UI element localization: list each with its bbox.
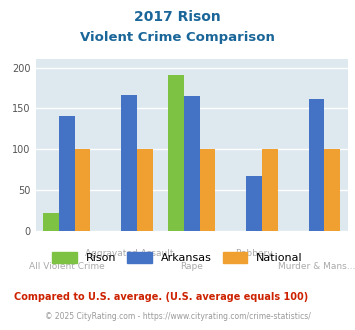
Bar	[75, 149, 90, 231]
Bar	[324, 149, 340, 231]
Bar	[246, 176, 262, 231]
Bar	[59, 116, 75, 231]
Text: Murder & Mans...: Murder & Mans...	[278, 262, 355, 271]
Bar	[200, 149, 215, 231]
Bar	[184, 96, 200, 231]
Bar	[121, 95, 137, 231]
Text: Robbery: Robbery	[235, 249, 273, 258]
Bar	[168, 75, 184, 231]
Text: 2017 Rison: 2017 Rison	[134, 10, 221, 24]
Bar	[309, 99, 324, 231]
Text: Violent Crime Comparison: Violent Crime Comparison	[80, 31, 275, 44]
Bar	[262, 149, 278, 231]
Bar	[43, 213, 59, 231]
Legend: Rison, Arkansas, National: Rison, Arkansas, National	[53, 252, 302, 263]
Bar	[137, 149, 153, 231]
Text: Compared to U.S. average. (U.S. average equals 100): Compared to U.S. average. (U.S. average …	[14, 292, 308, 302]
Text: Aggravated Assault: Aggravated Assault	[85, 249, 174, 258]
Text: Rape: Rape	[180, 262, 203, 271]
Text: © 2025 CityRating.com - https://www.cityrating.com/crime-statistics/: © 2025 CityRating.com - https://www.city…	[45, 312, 310, 321]
Text: All Violent Crime: All Violent Crime	[29, 262, 105, 271]
